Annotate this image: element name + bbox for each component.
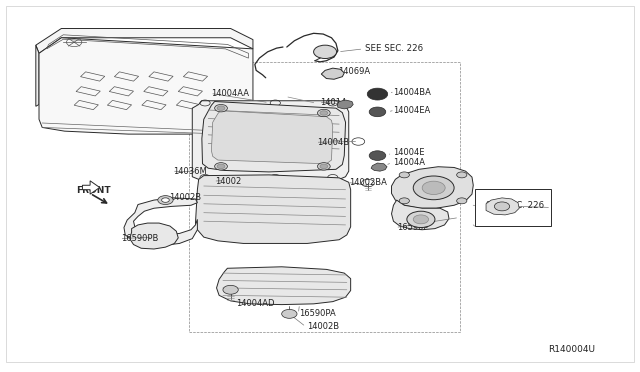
- Text: 14014: 14014: [320, 98, 346, 107]
- Circle shape: [282, 310, 297, 318]
- Text: 14002B: 14002B: [169, 193, 201, 202]
- Polygon shape: [192, 101, 349, 179]
- Polygon shape: [195, 175, 351, 243]
- Circle shape: [399, 172, 410, 178]
- Circle shape: [317, 109, 330, 117]
- Text: 14004AA: 14004AA: [211, 89, 250, 98]
- Circle shape: [422, 181, 445, 195]
- Circle shape: [457, 198, 467, 204]
- Circle shape: [320, 164, 328, 169]
- Circle shape: [214, 163, 227, 170]
- Circle shape: [223, 285, 238, 294]
- Text: SEE SEC. 226: SEE SEC. 226: [486, 201, 544, 210]
- Circle shape: [407, 211, 435, 228]
- Polygon shape: [486, 198, 519, 215]
- Text: 14069A: 14069A: [338, 67, 370, 76]
- Text: 14004E: 14004E: [394, 148, 425, 157]
- Polygon shape: [392, 167, 473, 208]
- Polygon shape: [216, 267, 351, 305]
- Text: 14002B: 14002B: [307, 322, 339, 331]
- Polygon shape: [36, 45, 39, 106]
- Polygon shape: [39, 38, 253, 134]
- Circle shape: [369, 151, 386, 160]
- Text: R140004U: R140004U: [548, 345, 596, 354]
- Circle shape: [217, 106, 225, 110]
- Circle shape: [494, 202, 509, 211]
- Polygon shape: [36, 29, 253, 53]
- Circle shape: [158, 196, 173, 205]
- Circle shape: [217, 164, 225, 169]
- Circle shape: [162, 198, 170, 202]
- Text: 14002: 14002: [214, 177, 241, 186]
- Text: 16590PB: 16590PB: [121, 234, 158, 243]
- Text: SEE SEC. 226: SEE SEC. 226: [365, 44, 423, 53]
- Bar: [474, 189, 551, 226]
- Text: FRONT: FRONT: [76, 186, 111, 195]
- Circle shape: [457, 172, 467, 178]
- Circle shape: [413, 215, 429, 224]
- Circle shape: [317, 163, 330, 170]
- Circle shape: [399, 198, 410, 204]
- Text: 16590P: 16590P: [397, 223, 428, 232]
- Text: 14036M: 14036M: [173, 167, 207, 176]
- Circle shape: [367, 88, 388, 100]
- Polygon shape: [337, 100, 353, 109]
- Polygon shape: [202, 102, 346, 172]
- Polygon shape: [371, 163, 387, 171]
- Polygon shape: [211, 111, 333, 164]
- Text: 14004BA: 14004BA: [394, 88, 431, 97]
- Text: 14004AD: 14004AD: [236, 299, 274, 308]
- Circle shape: [314, 45, 337, 58]
- Circle shape: [320, 111, 328, 115]
- Text: 14004EA: 14004EA: [394, 106, 431, 115]
- Circle shape: [369, 107, 386, 117]
- Bar: [189, 62, 461, 333]
- Circle shape: [413, 176, 454, 200]
- Text: 14004B: 14004B: [317, 138, 349, 147]
- Circle shape: [214, 105, 227, 112]
- Polygon shape: [124, 198, 197, 245]
- Polygon shape: [130, 223, 178, 249]
- Text: 14004A: 14004A: [394, 158, 426, 167]
- Polygon shape: [392, 200, 449, 230]
- Polygon shape: [83, 181, 100, 194]
- Text: 16590PA: 16590PA: [300, 310, 336, 318]
- Text: 14002BA: 14002BA: [349, 178, 387, 187]
- Polygon shape: [321, 68, 344, 79]
